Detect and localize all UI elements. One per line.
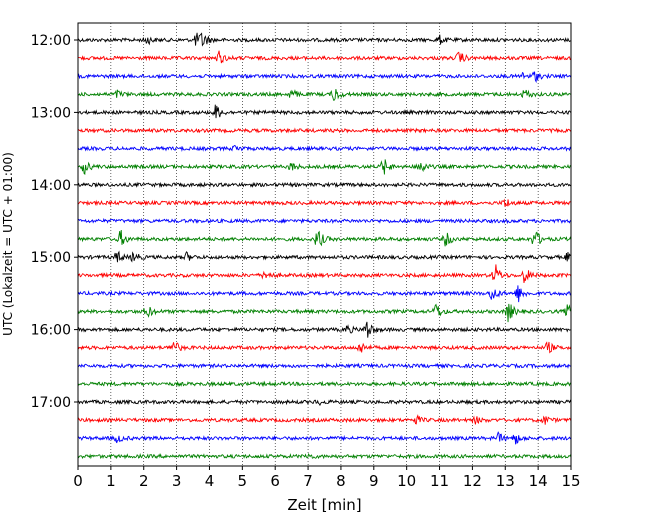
trace-1715 [77, 414, 572, 425]
trace-1745 [77, 452, 572, 460]
trace-1615 [77, 341, 572, 354]
x-tick-label-6: 6 [270, 472, 280, 490]
x-tick-label-10: 10 [397, 472, 416, 490]
x-tick-label-2: 2 [139, 472, 149, 490]
y-axis-label: UTC (Lokalzeit = UTC + 01:00) [1, 152, 15, 336]
x-axis-label: Zeit [min] [287, 496, 361, 514]
trace-1730 [77, 431, 572, 445]
x-tick-label-7: 7 [303, 472, 313, 490]
trace-1530 [77, 285, 572, 303]
y-tick-label-15:00: 15:00 [31, 250, 71, 266]
x-tick-label-11: 11 [430, 472, 449, 490]
x-tick-label-13: 13 [496, 472, 515, 490]
y-tick-label-14:00: 14:00 [31, 178, 71, 194]
x-tick-label-5: 5 [238, 472, 248, 490]
x-tick-label-14: 14 [529, 472, 548, 490]
trace-1300 [77, 104, 572, 119]
y-axis-ticks: 12:00 13:00 14:00 15:00 16:00 17:00 [31, 33, 78, 411]
trace-1645 [77, 380, 572, 388]
seismic-traces [77, 32, 572, 460]
trace-1500 [77, 250, 572, 263]
trace-1545 [77, 303, 572, 323]
x-tick-label-8: 8 [336, 472, 346, 490]
trace-1430 [77, 217, 572, 225]
trace-1215 [77, 50, 572, 64]
x-tick-label-1: 1 [106, 472, 116, 490]
x-tick-label-4: 4 [205, 472, 215, 490]
y-tick-label-16:00: 16:00 [31, 323, 71, 339]
trace-1245 [77, 89, 572, 101]
y-tick-label-13:00: 13:00 [31, 105, 71, 121]
y-tick-label-12:00: 12:00 [31, 33, 71, 49]
x-tick-label-15: 15 [561, 472, 580, 490]
trace-1330 [77, 145, 572, 152]
plot-frame [77, 22, 572, 467]
x-tick-label-0: 0 [73, 472, 83, 490]
trace-1415 [77, 198, 572, 207]
x-axis-ticks: 0 1 2 3 4 5 6 7 8 9 10 11 12 13 14 15 [73, 466, 581, 490]
y-tick-label-17:00: 17:00 [31, 395, 71, 411]
trace-1400 [77, 181, 572, 189]
trace-1445 [77, 229, 572, 247]
trace-1230 [77, 71, 572, 84]
grid-lines [110, 23, 539, 466]
trace-1315 [77, 127, 572, 134]
trace-1345 [77, 159, 572, 175]
x-tick-label-9: 9 [369, 472, 379, 490]
trace-1630 [77, 362, 572, 370]
trace-1700 [77, 398, 572, 407]
trace-1515 [77, 264, 572, 284]
trace-1600 [77, 321, 572, 338]
trace-1200 [77, 32, 572, 47]
x-tick-label-3: 3 [172, 472, 182, 490]
x-tick-label-12: 12 [463, 472, 482, 490]
